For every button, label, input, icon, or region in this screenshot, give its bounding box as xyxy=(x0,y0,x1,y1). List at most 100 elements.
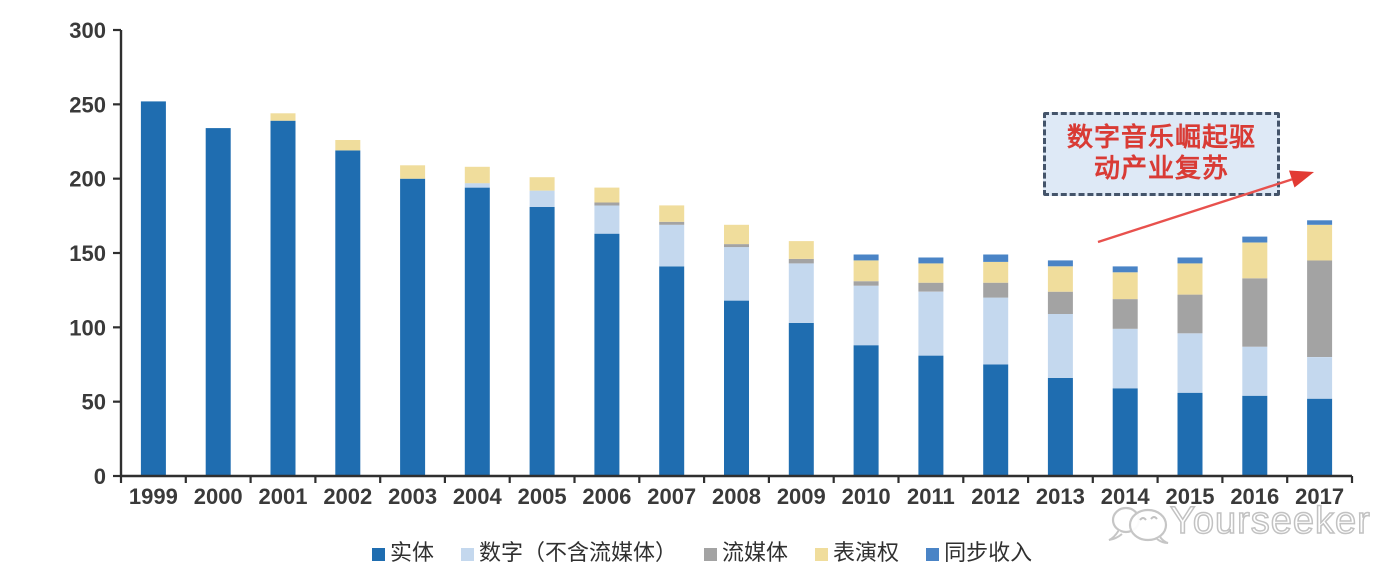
x-axis-label-2007: 2007 xyxy=(647,484,696,509)
bar-segment-performance-2015 xyxy=(1177,263,1203,295)
bar-segment-physical-2001 xyxy=(270,120,296,476)
x-axis-label-2003: 2003 xyxy=(388,484,437,509)
bar-segment-physical-2006 xyxy=(594,233,620,476)
bar-segment-physical-2013 xyxy=(1047,377,1073,476)
y-axis-label-300: 300 xyxy=(69,18,106,43)
bar-segment-digital-2017 xyxy=(1307,357,1333,399)
legend-label-streaming: 流媒体 xyxy=(722,541,789,566)
bar-segment-physical-2003 xyxy=(400,178,426,476)
bar-segment-physical-2002 xyxy=(335,150,361,476)
annotation-callout: 数字音乐崛起驱 动产业复苏 xyxy=(1043,112,1280,196)
bar-segment-performance-2016 xyxy=(1242,242,1268,279)
x-axis-label-2016: 2016 xyxy=(1230,484,1279,509)
bar-segment-sync-2016 xyxy=(1242,236,1268,243)
bar-segment-digital-2010 xyxy=(853,285,879,346)
bar-segment-physical-2016 xyxy=(1242,395,1268,476)
x-axis-label-2010: 2010 xyxy=(842,484,891,509)
bar-segment-streaming-2015 xyxy=(1177,294,1203,334)
bar-segment-physical-2008 xyxy=(724,300,749,476)
x-axis-label-2013: 2013 xyxy=(1036,484,1085,509)
bar-segment-streaming-2010 xyxy=(853,281,879,286)
bar-segment-streaming-2007 xyxy=(659,221,685,225)
y-axis-label-150: 150 xyxy=(69,241,106,266)
bar-segment-streaming-2017 xyxy=(1307,260,1333,357)
bar-segment-streaming-2009 xyxy=(788,258,814,264)
y-axis-label-100: 100 xyxy=(69,315,106,340)
bar-segment-physical-2007 xyxy=(659,266,685,476)
bar-segment-physical-2012 xyxy=(983,364,1009,476)
bar-segment-performance-2005 xyxy=(529,177,555,191)
x-axis-label-2001: 2001 xyxy=(259,484,308,509)
bar-segment-digital-2014 xyxy=(1112,328,1138,389)
bar-segment-physical-1999 xyxy=(140,101,166,477)
bar-segment-digital-2015 xyxy=(1177,333,1203,393)
bar-segment-performance-2004 xyxy=(464,166,490,184)
x-axis-label-2006: 2006 xyxy=(582,484,631,509)
bar-segment-performance-2017 xyxy=(1307,224,1333,261)
bar-segment-streaming-2006 xyxy=(594,202,620,206)
bar-segment-sync-2017 xyxy=(1307,220,1333,225)
bar-segment-streaming-2013 xyxy=(1047,291,1073,314)
chart-legend: 实体 数字（不含流媒体） 流媒体 表演权 同步收入 xyxy=(372,543,1032,565)
y-axis-label-50: 50 xyxy=(82,390,106,415)
legend-item-performance: 表演权 xyxy=(815,543,899,565)
legend-swatch-digital xyxy=(461,547,475,561)
bar-segment-streaming-2016 xyxy=(1242,278,1268,347)
bar-segment-streaming-2008 xyxy=(724,244,749,248)
bar-segment-physical-2015 xyxy=(1177,392,1203,476)
bar-segment-performance-2013 xyxy=(1047,266,1073,292)
bar-segment-sync-2010 xyxy=(853,254,879,261)
y-axis-label-200: 200 xyxy=(69,167,106,192)
bar-segment-physical-2005 xyxy=(529,206,555,476)
annotation-text-line1: 数字音乐崛起驱 xyxy=(1066,123,1256,153)
x-axis-label-2002: 2002 xyxy=(323,484,372,509)
bar-segment-physical-2000 xyxy=(205,128,231,476)
bar-segment-physical-2014 xyxy=(1112,388,1138,476)
legend-item-streaming: 流媒体 xyxy=(704,543,788,565)
bar-segment-digital-2011 xyxy=(918,291,944,356)
x-axis-label-2011: 2011 xyxy=(907,484,955,509)
bar-segment-streaming-2014 xyxy=(1112,299,1138,329)
bar-segment-digital-2006 xyxy=(594,205,620,234)
bar-segment-performance-2001 xyxy=(270,113,296,121)
bar-segment-performance-2008 xyxy=(724,224,749,245)
legend-swatch-performance xyxy=(815,547,829,561)
x-axis-label-2017: 2017 xyxy=(1295,484,1344,509)
bar-segment-physical-2009 xyxy=(788,322,814,476)
legend-label-physical: 实体 xyxy=(390,541,435,566)
bar-segment-sync-2014 xyxy=(1112,266,1138,273)
x-axis-label-2005: 2005 xyxy=(518,484,567,509)
bar-segment-performance-2014 xyxy=(1112,272,1138,300)
legend-swatch-streaming xyxy=(704,547,718,561)
x-axis-label-2015: 2015 xyxy=(1166,484,1215,509)
legend-label-digital: 数字（不含流媒体） xyxy=(479,541,678,566)
bar-segment-streaming-2012 xyxy=(983,282,1009,298)
bar-segment-performance-2010 xyxy=(853,260,879,282)
bar-segment-performance-2011 xyxy=(918,263,944,283)
bar-segment-physical-2017 xyxy=(1307,398,1333,476)
bar-segment-digital-2009 xyxy=(788,263,814,323)
bar-segment-digital-2004 xyxy=(464,183,490,188)
x-axis-label-2014: 2014 xyxy=(1101,484,1151,509)
x-axis-label-2009: 2009 xyxy=(777,484,826,509)
x-axis-label-2000: 2000 xyxy=(194,484,243,509)
annotation-text-line2: 动产业复苏 xyxy=(1093,154,1229,184)
bar-segment-sync-2015 xyxy=(1177,257,1203,264)
legend-item-physical: 实体 xyxy=(372,543,434,565)
bar-segment-performance-2006 xyxy=(594,187,620,203)
x-axis-label-2004: 2004 xyxy=(453,484,503,509)
x-axis-label-2012: 2012 xyxy=(971,484,1020,509)
legend-item-sync: 同步收入 xyxy=(926,543,1032,565)
legend-swatch-physical xyxy=(372,547,385,561)
legend-label-performance: 表演权 xyxy=(833,541,900,566)
legend-swatch-sync xyxy=(926,547,940,561)
bar-segment-sync-2012 xyxy=(983,254,1009,262)
bar-segment-digital-2012 xyxy=(983,297,1009,365)
bar-segment-physical-2010 xyxy=(853,345,879,476)
bar-segment-physical-2011 xyxy=(918,355,944,476)
legend-label-sync: 同步收入 xyxy=(944,541,1033,566)
bar-segment-performance-2007 xyxy=(659,205,685,222)
bar-segment-performance-2002 xyxy=(335,140,361,151)
